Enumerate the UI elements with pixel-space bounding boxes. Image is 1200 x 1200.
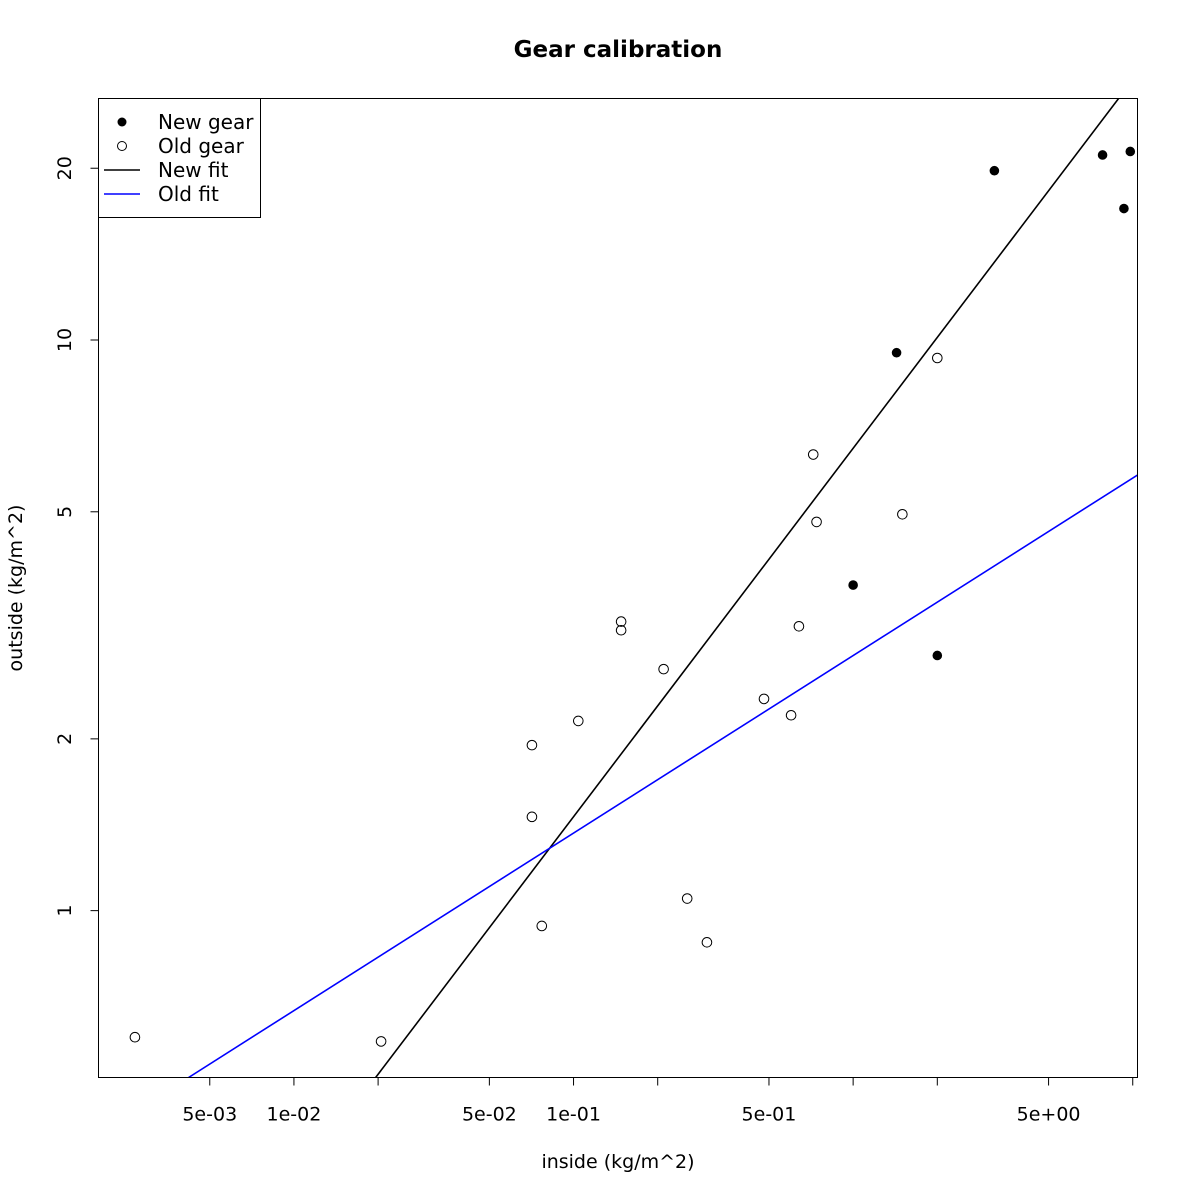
x-tick-label: 5e+00 <box>1017 1104 1081 1126</box>
old-gear-point <box>615 616 627 627</box>
legend: New gear Old gear New fit Old fit <box>98 98 261 218</box>
legend-new-gear-marker <box>117 117 127 127</box>
plot-area <box>129 98 1138 1078</box>
plot-frame <box>98 98 1138 1078</box>
legend-new-gear-label: New gear <box>158 110 254 134</box>
old-gear-point <box>807 449 819 460</box>
y-tick-label: 5 <box>54 506 76 518</box>
new-gear-point <box>1125 146 1136 157</box>
new-fit-line <box>375 98 1120 1078</box>
old-gear-point <box>658 663 669 675</box>
legend-old-gear-marker <box>117 141 127 151</box>
new-gear-point <box>891 347 902 358</box>
chart-title: Gear calibration <box>514 37 723 63</box>
x-axis-label: inside (kg/m^2) <box>541 1151 694 1173</box>
x-tick-label: 5e-03 <box>182 1104 237 1126</box>
axis-ticks: 5e-03 1e-02 5e-02 1e-01 5e-01 5e+00 1 2 5 10 20 <box>54 156 1134 1126</box>
x-tick-label: 1e-01 <box>546 1104 601 1126</box>
old-gear-point <box>615 624 627 636</box>
new-gear-point <box>1119 203 1129 214</box>
old-gear-point <box>897 508 908 520</box>
y-axis-label: outside (kg/m^2) <box>5 505 27 672</box>
old-gear-point <box>129 1031 141 1043</box>
old-gear-point <box>785 709 797 721</box>
legend-new-fit-label: New fit <box>158 158 229 182</box>
old-gear-point <box>536 920 548 932</box>
new-gear-point <box>932 650 943 661</box>
old-gear-point <box>375 1036 387 1047</box>
old-gear-point <box>811 516 822 528</box>
new-gear-point <box>848 580 858 590</box>
legend-box <box>98 98 261 218</box>
old-gear-point <box>681 893 693 904</box>
old-fit-line <box>188 474 1138 1078</box>
new-gear-point <box>1097 150 1108 160</box>
y-tick-label: 1 <box>54 905 76 917</box>
x-tick-label: 1e-02 <box>267 1104 322 1126</box>
legend-old-fit-label: Old fit <box>158 182 219 206</box>
y-tick-label: 20 <box>54 156 76 180</box>
x-tick-label: 5e-01 <box>742 1104 797 1126</box>
old-gear-point <box>526 811 538 823</box>
y-tick-label: 10 <box>54 328 76 352</box>
old-gear-point <box>701 937 713 948</box>
y-tick-label: 2 <box>54 733 76 745</box>
old-gear-point <box>932 352 943 364</box>
old-gear-point <box>758 693 770 705</box>
old-gear-point <box>572 715 584 727</box>
legend-old-gear-label: Old gear <box>158 134 245 158</box>
old-gear-point <box>793 620 805 632</box>
old-gear-point <box>526 739 538 751</box>
x-tick-label: 5e-02 <box>462 1104 517 1126</box>
new-gear-point <box>989 165 1000 176</box>
